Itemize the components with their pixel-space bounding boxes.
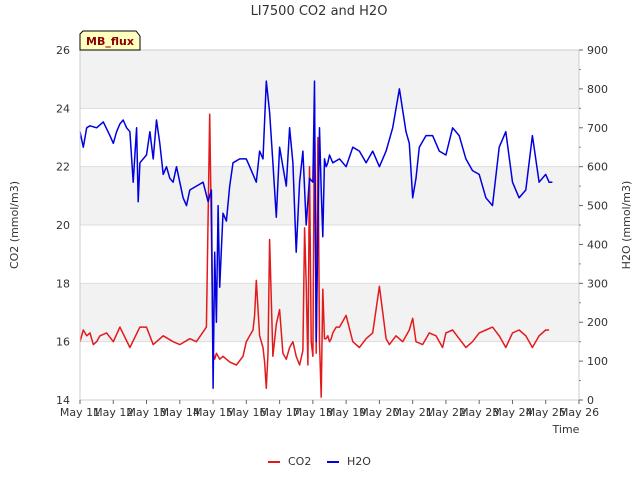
x-tick-label: May 13 (126, 406, 166, 419)
legend-label-h2o: H2O (347, 455, 371, 468)
plot-band (80, 341, 579, 400)
y-left-tick-label: 24 (56, 102, 70, 115)
x-tick-label: May 21 (393, 406, 433, 419)
y-left-tick-label: 20 (56, 219, 70, 232)
y-axis-left: 14 16 18 20 22 24 26 (56, 44, 70, 407)
y-left-tick-label: 16 (56, 336, 70, 349)
y-right-tick-label: 400 (587, 238, 608, 251)
plot-band (80, 50, 579, 109)
badge-box (79, 30, 141, 51)
legend[interactable]: CO2 H2O (268, 455, 371, 468)
y-right-tick-label: 900 (587, 44, 608, 57)
y-axis-right-label: H2O (mmol/m3) (620, 181, 633, 270)
x-tick-label: May 16 (226, 406, 266, 419)
y-right-tick-label: 300 (587, 277, 608, 290)
x-tick-label: May 24 (492, 406, 532, 419)
x-tick-label: May 22 (426, 406, 466, 419)
x-tick-label: May 14 (160, 406, 200, 419)
y-right-tick-label: 0 (587, 394, 594, 407)
legend-label-co2: CO2 (288, 455, 311, 468)
y-axis-right: 0 100 200 300 400 500 600 700 800 900 (579, 44, 608, 407)
x-tick-label: May 25 (526, 406, 566, 419)
plot-band (80, 225, 579, 284)
y-right-tick-label: 600 (587, 161, 608, 174)
x-tick-label: May 19 (326, 406, 366, 419)
x-tick-label: May 26 (559, 406, 599, 419)
series-line-h2o (79, 80, 553, 390)
x-tick-label: May 18 (293, 406, 333, 419)
x-tick-label: May 11 (60, 406, 100, 419)
x-tick-label: May 23 (459, 406, 499, 419)
badge: MB_flux (79, 30, 141, 51)
y-right-tick-label: 200 (587, 316, 608, 329)
badge-label: MB_flux (86, 35, 134, 48)
y-left-tick-label: 26 (56, 44, 70, 57)
y-right-tick-label: 500 (587, 200, 608, 213)
series-line-co2 (79, 101, 550, 398)
series-layer (79, 80, 553, 398)
x-tick-label: May 12 (93, 406, 133, 419)
y-right-tick-label: 800 (587, 83, 608, 96)
x-tick-label: May 20 (359, 406, 399, 419)
y-right-tick-label: 100 (587, 355, 608, 368)
plot-band (80, 283, 579, 342)
plot-band (80, 166, 579, 225)
x-tick-label: May 17 (259, 406, 299, 419)
x-axis-label: Time (552, 423, 580, 436)
y-left-tick-label: 14 (56, 394, 70, 407)
y-left-tick-label: 22 (56, 161, 70, 174)
x-tick-label: May 15 (193, 406, 233, 419)
y-right-tick-label: 700 (587, 122, 608, 135)
y-left-tick-label: 18 (56, 277, 70, 290)
y-axis-left-label: CO2 (mmol/m3) (8, 181, 21, 269)
chart-title: LI7500 CO2 and H2O (251, 4, 388, 19)
